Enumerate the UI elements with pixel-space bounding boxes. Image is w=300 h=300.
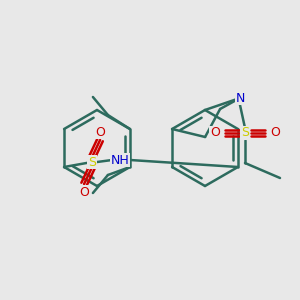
Text: O: O <box>95 125 105 139</box>
Text: S: S <box>88 155 96 169</box>
Text: O: O <box>210 127 220 140</box>
Text: S: S <box>241 127 249 140</box>
Text: N: N <box>235 92 245 104</box>
Text: O: O <box>79 185 89 199</box>
Text: O: O <box>270 127 280 140</box>
Text: NH: NH <box>111 154 130 166</box>
